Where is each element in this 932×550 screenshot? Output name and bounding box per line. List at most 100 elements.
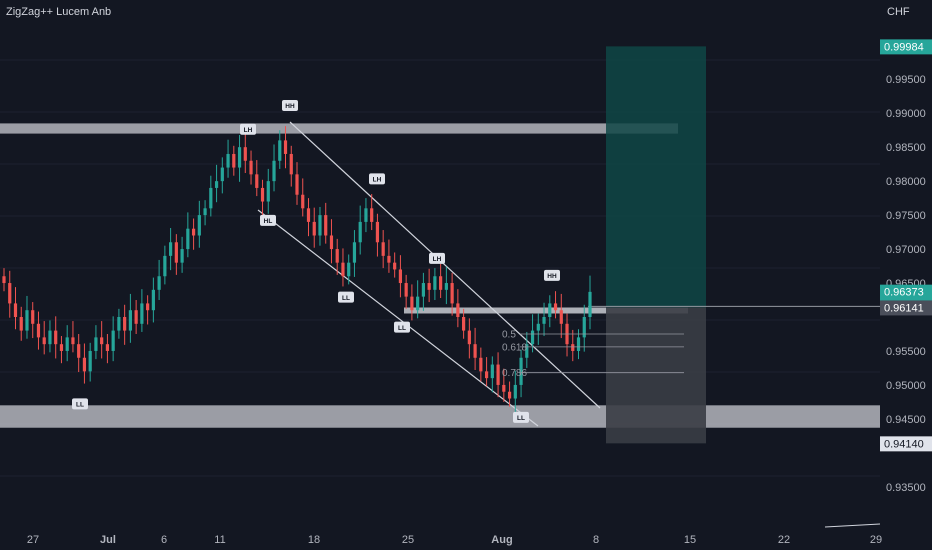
candle-body — [542, 317, 546, 324]
candle-body — [36, 323, 41, 338]
candle-body — [312, 221, 316, 236]
candle-body — [306, 208, 311, 222]
price-label: 0.96141 — [884, 302, 924, 314]
candle-body — [416, 296, 420, 311]
candle-body — [433, 276, 437, 290]
price-label-bg — [880, 436, 932, 452]
zigzag-label: LL — [517, 415, 525, 422]
x-tick-label: Aug — [491, 534, 512, 546]
candle-body — [2, 276, 6, 284]
candle-body — [169, 242, 173, 256]
candle-body — [559, 310, 563, 324]
channel-upper-line — [289, 121, 601, 409]
candle-body — [226, 153, 230, 168]
candle-body — [13, 303, 18, 318]
candle-body — [163, 255, 167, 277]
position-target-zone — [606, 46, 706, 308]
indicator-legend[interactable]: ZigZag++ Lucem Anb — [6, 6, 112, 18]
candle-body — [571, 344, 575, 351]
zone-band — [0, 123, 678, 134]
candle-body — [100, 337, 104, 345]
candle-body — [410, 296, 414, 311]
zigzag-label: LL — [342, 295, 350, 302]
candle-body — [301, 194, 305, 209]
candle-body — [513, 384, 517, 399]
candle-body — [484, 371, 489, 379]
candle-body — [289, 153, 293, 175]
zigzag-label-bg — [429, 252, 445, 264]
position-stop-zone — [606, 307, 706, 444]
y-tick-label: 0.94500 — [886, 414, 926, 426]
candle-body — [220, 167, 224, 182]
candle-body — [588, 291, 592, 318]
candle-body — [404, 283, 408, 297]
candle-body — [123, 317, 127, 331]
x-tick-label: 6 — [161, 534, 167, 546]
candle-body — [59, 344, 64, 351]
candle-body — [582, 317, 586, 338]
zigzag-label-bg — [240, 123, 256, 135]
candle-body — [191, 228, 196, 236]
candle-body — [519, 357, 523, 385]
candle-body — [387, 255, 391, 263]
candle-body — [31, 310, 35, 324]
candle-body — [352, 242, 357, 263]
x-tick-label: 18 — [308, 534, 320, 546]
candle-body — [278, 140, 282, 161]
candle-body — [548, 303, 552, 318]
candle-body — [467, 330, 471, 345]
zone-band — [0, 405, 880, 428]
y-tick-label: 0.99500 — [886, 74, 926, 86]
zigzag-label: LL — [76, 402, 84, 409]
candle-body — [54, 330, 58, 345]
candle-body — [209, 187, 213, 209]
fib-label: 0.618 — [502, 342, 527, 353]
candle-body — [502, 384, 506, 392]
candle-body — [117, 317, 121, 331]
zigzag-label: LL — [398, 325, 406, 332]
candle-body — [272, 160, 276, 182]
x-tick-label: 8 — [593, 534, 599, 546]
candle-body — [496, 364, 500, 385]
candle-body — [146, 303, 150, 311]
candle-body — [203, 208, 207, 216]
candle-body — [140, 303, 144, 324]
candle-body — [243, 147, 247, 161]
price-label-bg — [880, 300, 932, 316]
candle-body — [249, 160, 253, 175]
candle-body — [473, 344, 477, 358]
candle-body — [128, 310, 132, 331]
price-label: 0.99984 — [884, 41, 924, 53]
fib-label: 0.786 — [502, 368, 527, 379]
candle-body — [65, 337, 69, 351]
candle-body — [77, 344, 81, 358]
y-tick-label: 0.93500 — [886, 482, 926, 494]
candle-body — [444, 283, 448, 290]
candle-body — [94, 337, 98, 351]
zigzag-label-bg — [72, 398, 88, 410]
zigzag-label-bg — [369, 173, 385, 185]
y-tick-label: 0.98000 — [886, 176, 926, 188]
candle-body — [364, 208, 368, 222]
zigzag-label: HL — [264, 218, 273, 225]
candle-body — [341, 262, 345, 277]
x-tick-label: 27 — [27, 534, 39, 546]
zigzag-label: HH — [285, 103, 295, 110]
zigzag-label-bg — [282, 100, 298, 112]
candle-body — [536, 323, 540, 331]
candle-body — [335, 249, 339, 263]
candle-body — [427, 283, 431, 290]
candle-body — [48, 330, 52, 345]
candle-body — [318, 215, 322, 236]
candle-body — [393, 262, 397, 270]
y-tick-label: 0.99000 — [886, 108, 926, 120]
candle-body — [421, 283, 425, 297]
candle-body — [525, 344, 529, 358]
candle-body — [151, 289, 155, 311]
candle-body — [490, 364, 494, 379]
candle-body — [456, 303, 460, 318]
price-label: 0.96373 — [884, 287, 924, 299]
candle-body — [553, 303, 558, 311]
